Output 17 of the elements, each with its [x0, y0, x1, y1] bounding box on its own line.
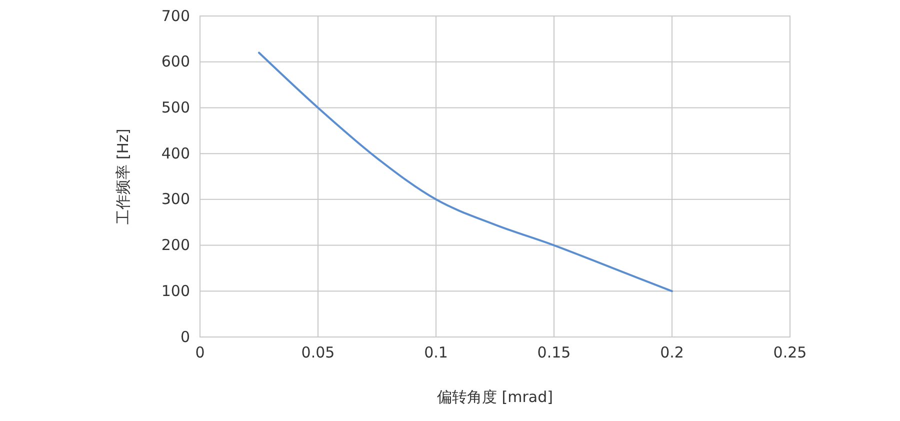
y-tick-label: 700 — [161, 6, 190, 25]
y-tick-label: 0 — [180, 328, 190, 346]
x-tick-label: 0 — [195, 344, 205, 362]
x-tick-label: 0.05 — [301, 344, 335, 362]
y-axis-title: 工作频率 [Hz] — [114, 128, 132, 224]
y-tick-label: 100 — [161, 282, 190, 300]
y-tick-label: 300 — [161, 190, 190, 208]
x-tick-label: 0.25 — [773, 344, 807, 362]
y-tick-label: 600 — [161, 52, 190, 71]
x-tick-label: 0.2 — [660, 344, 684, 362]
y-tick-label: 400 — [161, 144, 190, 162]
y-tick-label: 200 — [161, 236, 190, 254]
x-tick-label: 0.15 — [537, 344, 571, 362]
line-series — [258, 52, 673, 292]
y-tick-label: 500 — [161, 98, 190, 117]
x-tick-label: 0.1 — [424, 344, 448, 362]
x-axis-title: 偏转角度 [mrad] — [437, 388, 553, 406]
